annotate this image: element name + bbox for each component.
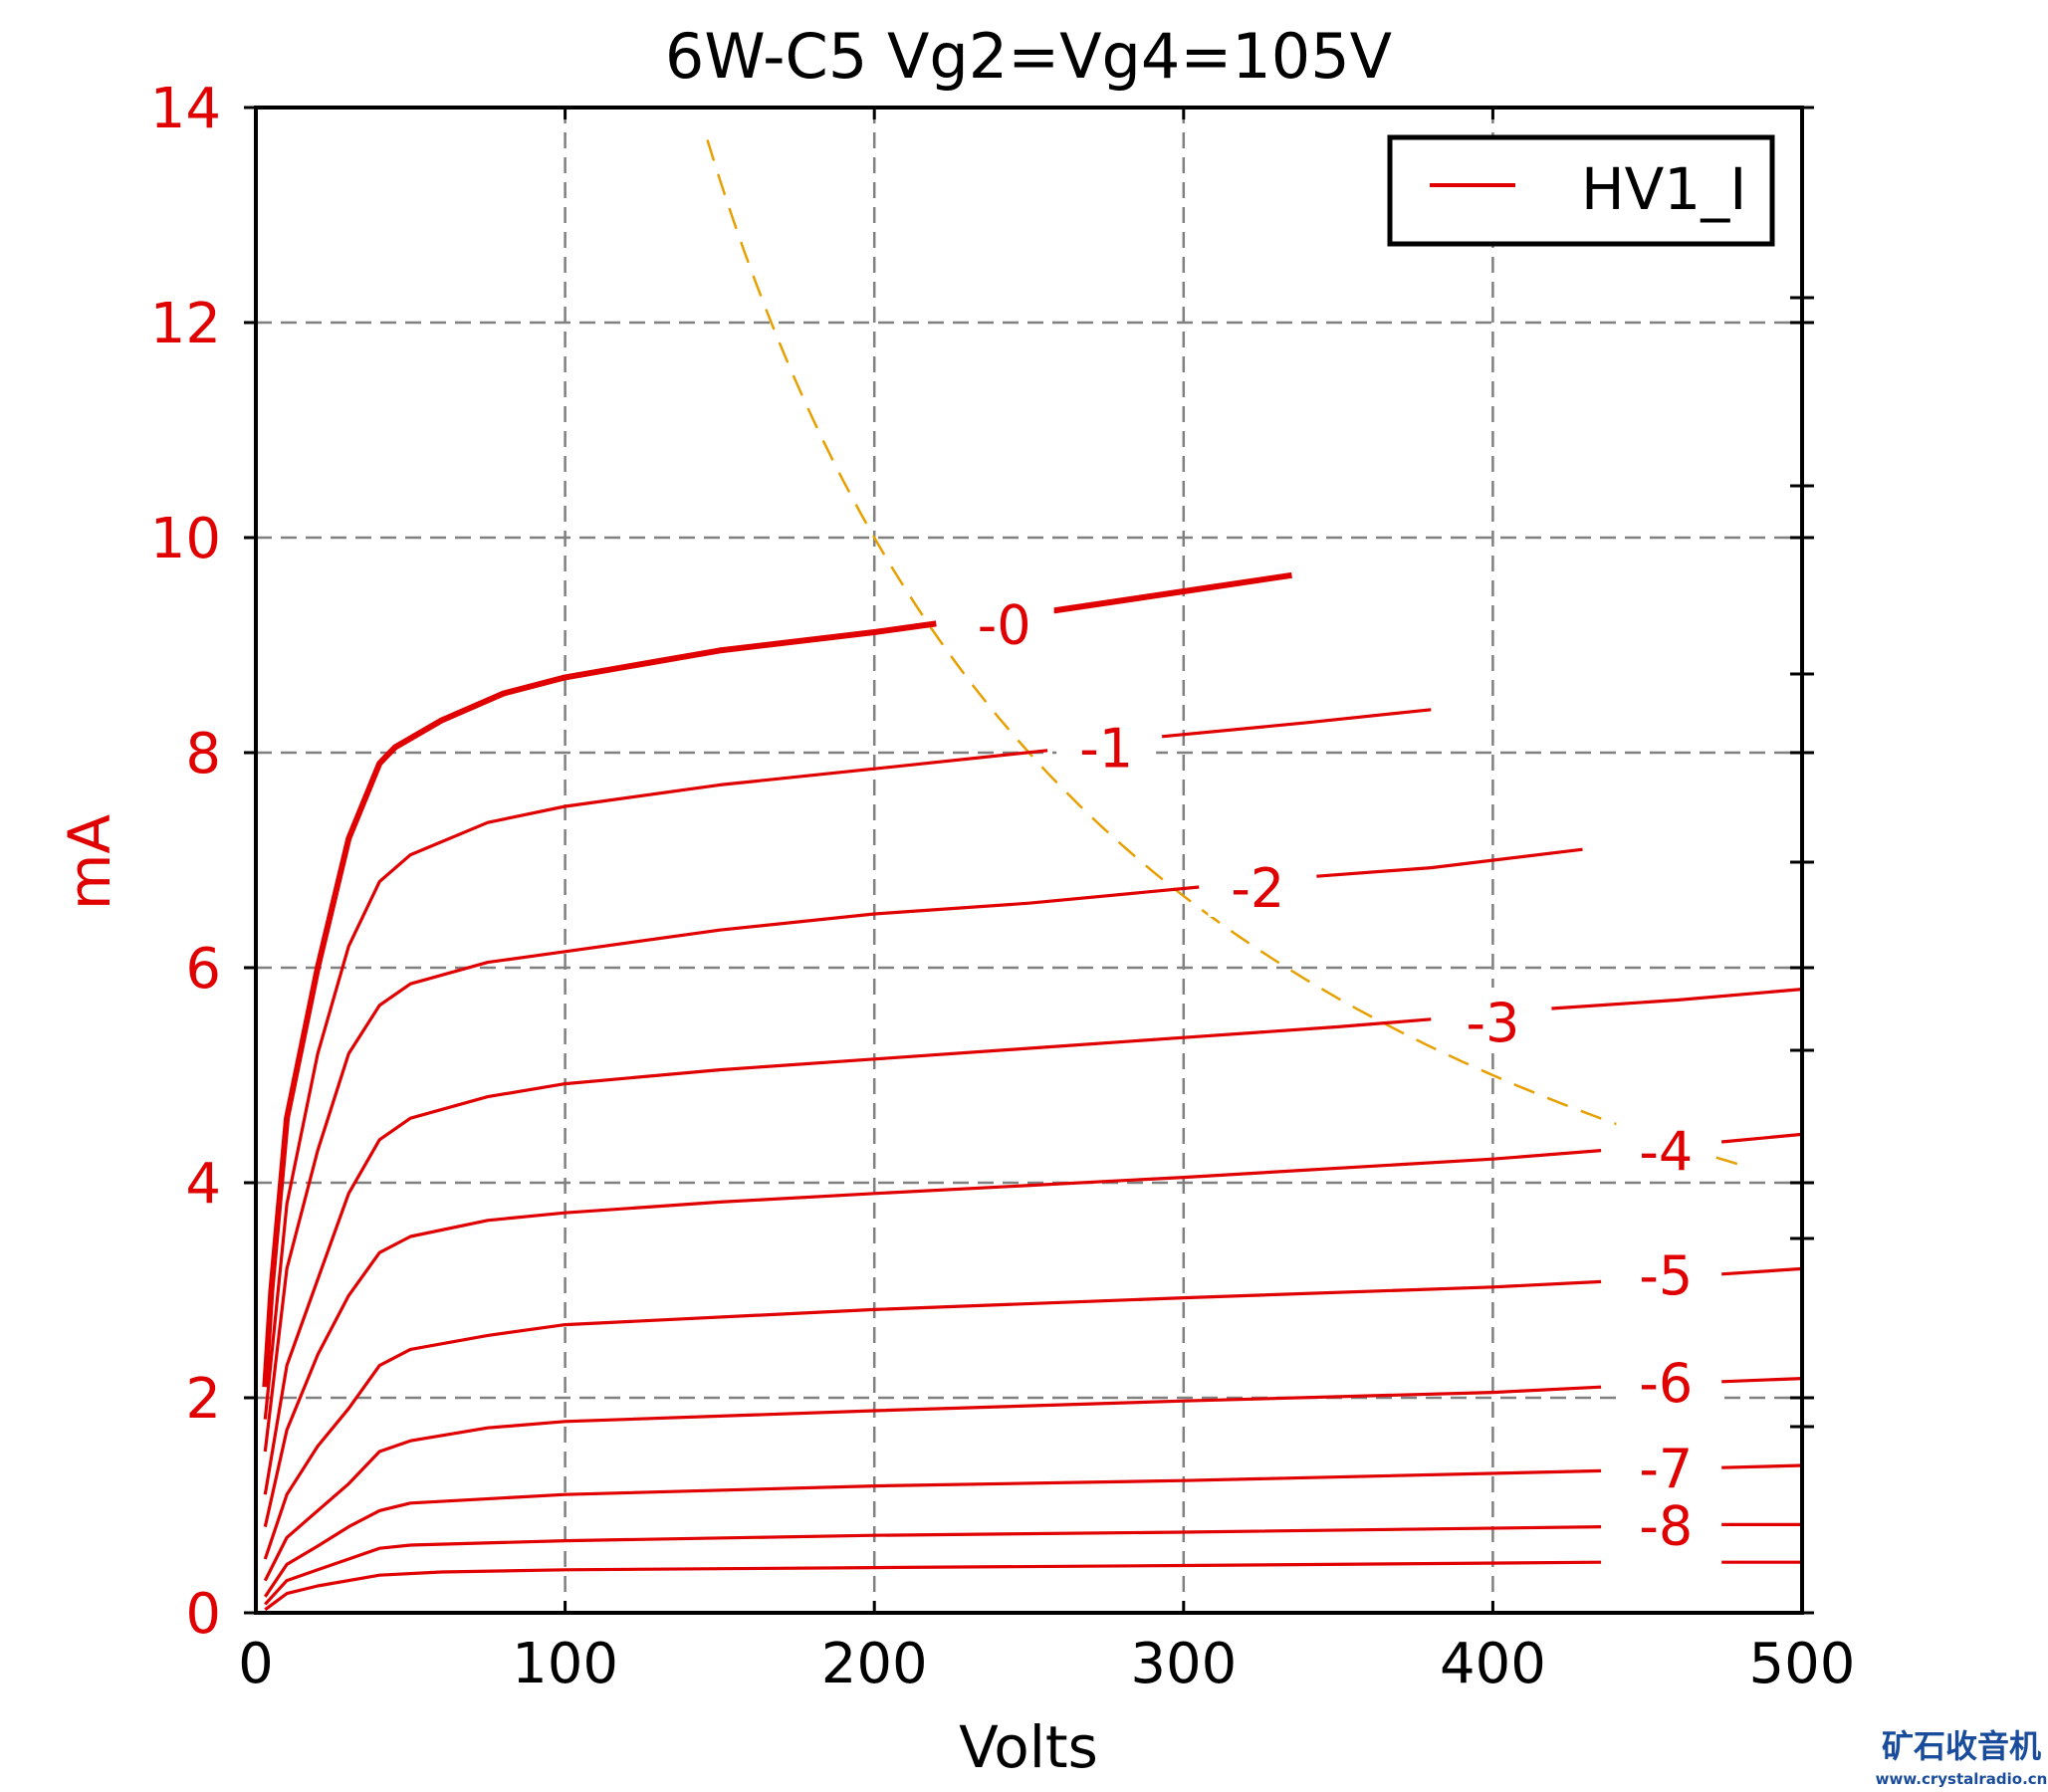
grid-bias-curve-minus6: [263, 1385, 1602, 1582]
grid-bias-curve-unlabeled: [264, 1560, 1602, 1612]
grid-bias-curve-minus2: [263, 885, 1200, 1453]
curve-labels: -0 -1 -2 -3 -4 -5 -6 -7-8: [954, 589, 1716, 1557]
grid-bias-curve-minus4: [1721, 1132, 1803, 1144]
grid-bias-curve-minus7: [1721, 1463, 1803, 1469]
y-tick-label: 4: [185, 1152, 221, 1217]
grid-bias-curve-minus1: [1161, 708, 1432, 739]
power-dissipation-curve: [706, 139, 1741, 1167]
watermark: 矿石收音机 www.crystalradio.cn: [1876, 1727, 2048, 1788]
x-tick-label: 400: [1440, 1632, 1546, 1696]
curve-label-background: [1443, 988, 1543, 1051]
curve-label-background: [1616, 1239, 1716, 1304]
grid-bias-curve-minus3: [1551, 988, 1803, 1010]
curve-label: -3: [1466, 992, 1519, 1054]
y-tick-label: 12: [150, 292, 221, 356]
curve-label-background: [1056, 713, 1157, 778]
y-tick-label: 6: [185, 937, 221, 1002]
y-tick-label: 10: [150, 507, 221, 571]
curve-label: -0: [978, 593, 1031, 656]
curves: [262, 571, 1803, 1612]
curve-label: -1: [1079, 718, 1133, 781]
grid-bias-curve-minus8: [264, 1525, 1602, 1606]
curve-label-background: [1616, 1347, 1716, 1412]
watermark-name: 矿石收音机: [1882, 1727, 2041, 1765]
curve-label-background: [1616, 1434, 1716, 1498]
grid-bias-curve-minus7: [263, 1468, 1602, 1598]
curve-label-background: [1616, 1116, 1716, 1181]
x-tick-label: 500: [1749, 1632, 1856, 1696]
grid-bias-curve-minus0: [262, 620, 937, 1388]
x-tick-labels: 0 100 200 300 400 500: [238, 1632, 1855, 1696]
x-tick-label: 0: [238, 1632, 274, 1696]
x-tick-label: 300: [1130, 1632, 1237, 1696]
grid-bias-curve-minus3: [263, 1017, 1432, 1495]
y-tick-label: 14: [150, 77, 221, 141]
legend: HV1_I: [1387, 134, 1775, 247]
curve-label: -5: [1639, 1244, 1693, 1307]
curve-label-background: [1616, 1490, 1716, 1555]
x-tick-label: 200: [821, 1632, 928, 1696]
curve-label: -8: [1639, 1494, 1693, 1557]
plot-frame: [254, 106, 1804, 1615]
load-line: [706, 139, 1741, 1167]
legend-entry-label: HV1_I: [1581, 155, 1746, 223]
grid-bias-curve-minus5: [1721, 1266, 1803, 1276]
grid-bias-curve-minus2: [1316, 847, 1583, 878]
grid-bias-curve-minus0: [1052, 571, 1292, 614]
grid-bias-curve-minus6: [1721, 1377, 1803, 1384]
chart-title: 6W-C5 Vg2=Vg4=105V: [665, 20, 1392, 93]
y-axis-label: mA: [56, 814, 123, 910]
legend-box: [1387, 134, 1775, 247]
curve-label: -7: [1639, 1438, 1693, 1500]
x-tick-label: 100: [512, 1632, 618, 1696]
watermark-url: www.crystalradio.cn: [1876, 1770, 2048, 1788]
grid-bias-curve-minus1: [263, 749, 1048, 1420]
curve-label-background: [1208, 853, 1308, 917]
y-tick-label: 0: [185, 1582, 221, 1647]
curve-label: -4: [1639, 1121, 1693, 1184]
curve-label-background: [954, 589, 1054, 654]
grid-bias-curve-minus4: [263, 1149, 1602, 1527]
curve-label: -2: [1231, 857, 1284, 920]
curve-label: -6: [1639, 1352, 1693, 1415]
y-tick-label: 8: [185, 722, 221, 786]
grid-bias-curve-minus5: [263, 1279, 1602, 1560]
y-tick-label: 2: [185, 1367, 221, 1432]
x-axis-label: Volts: [959, 1713, 1098, 1781]
y-tick-labels: 0 2 4 6 8 10 12 14: [150, 77, 221, 1647]
ticks: [244, 106, 1814, 1615]
